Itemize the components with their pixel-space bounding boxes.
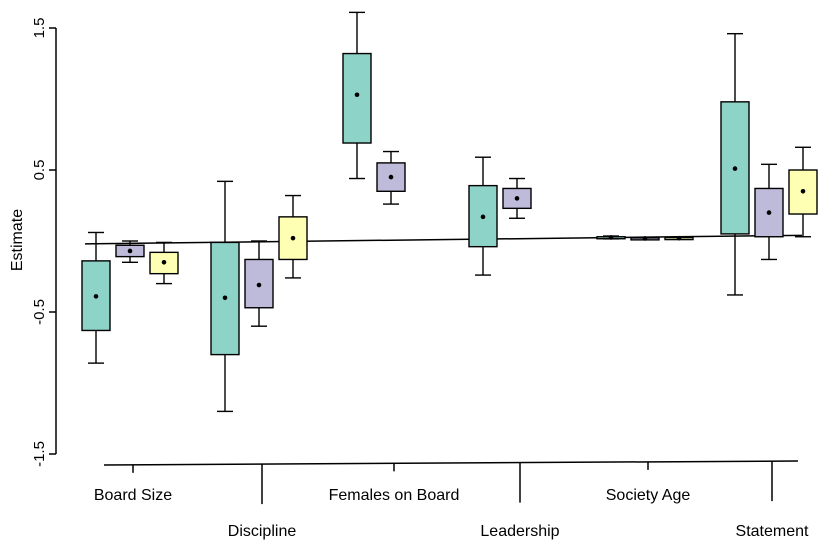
box-rect — [788, 169, 818, 215]
x-tick-label: Board Size — [94, 487, 172, 504]
box — [81, 231, 111, 364]
y-tick-label: -1.5 — [31, 441, 48, 467]
y-tick-label: -0.5 — [31, 299, 48, 325]
y-axis-label: Estimate — [9, 209, 26, 271]
box — [149, 241, 179, 285]
x-tick-label: Statement — [736, 523, 809, 540]
box — [788, 146, 818, 238]
median-point — [161, 260, 167, 265]
box-rect — [342, 52, 372, 144]
reference-line-group — [84, 234, 803, 245]
box — [278, 194, 308, 279]
x-axis: Board Size Discipline Females on Board Lead… — [94, 460, 809, 540]
box — [244, 240, 274, 327]
x-axis-line — [103, 460, 799, 466]
boxplot-boxes — [81, 11, 818, 413]
reference-line — [84, 234, 803, 245]
median-point — [93, 294, 99, 299]
box — [664, 235, 694, 241]
box — [502, 177, 532, 219]
median-point — [766, 210, 772, 215]
x-tick-label: Discipline — [228, 523, 297, 540]
median-point — [222, 295, 228, 301]
box — [376, 150, 406, 205]
box — [596, 235, 626, 240]
median-point — [480, 214, 486, 220]
median-point — [514, 196, 520, 201]
median-point — [732, 166, 738, 171]
y-axis: -1.5 -0.5 0.5 1.5 — [31, 18, 57, 467]
median-point — [256, 282, 262, 288]
x-tick-label: Females on Board — [329, 487, 460, 504]
box — [630, 236, 660, 241]
median-point — [800, 189, 806, 194]
median-point — [676, 235, 682, 241]
median-point — [127, 248, 133, 254]
box — [720, 32, 750, 296]
box — [115, 240, 145, 263]
x-tick-label: Society Age — [606, 487, 691, 504]
y-tick-label: 1.5 — [31, 18, 48, 39]
median-point — [642, 236, 648, 241]
box — [468, 156, 498, 276]
x-tick-label: Leadership — [480, 523, 559, 540]
median-point — [354, 92, 360, 98]
box — [342, 11, 372, 180]
y-tick-label: 0.5 — [31, 160, 48, 181]
box — [754, 163, 784, 261]
median-point — [388, 174, 394, 180]
median-point — [290, 235, 296, 241]
box — [210, 180, 240, 413]
median-point — [608, 235, 614, 240]
